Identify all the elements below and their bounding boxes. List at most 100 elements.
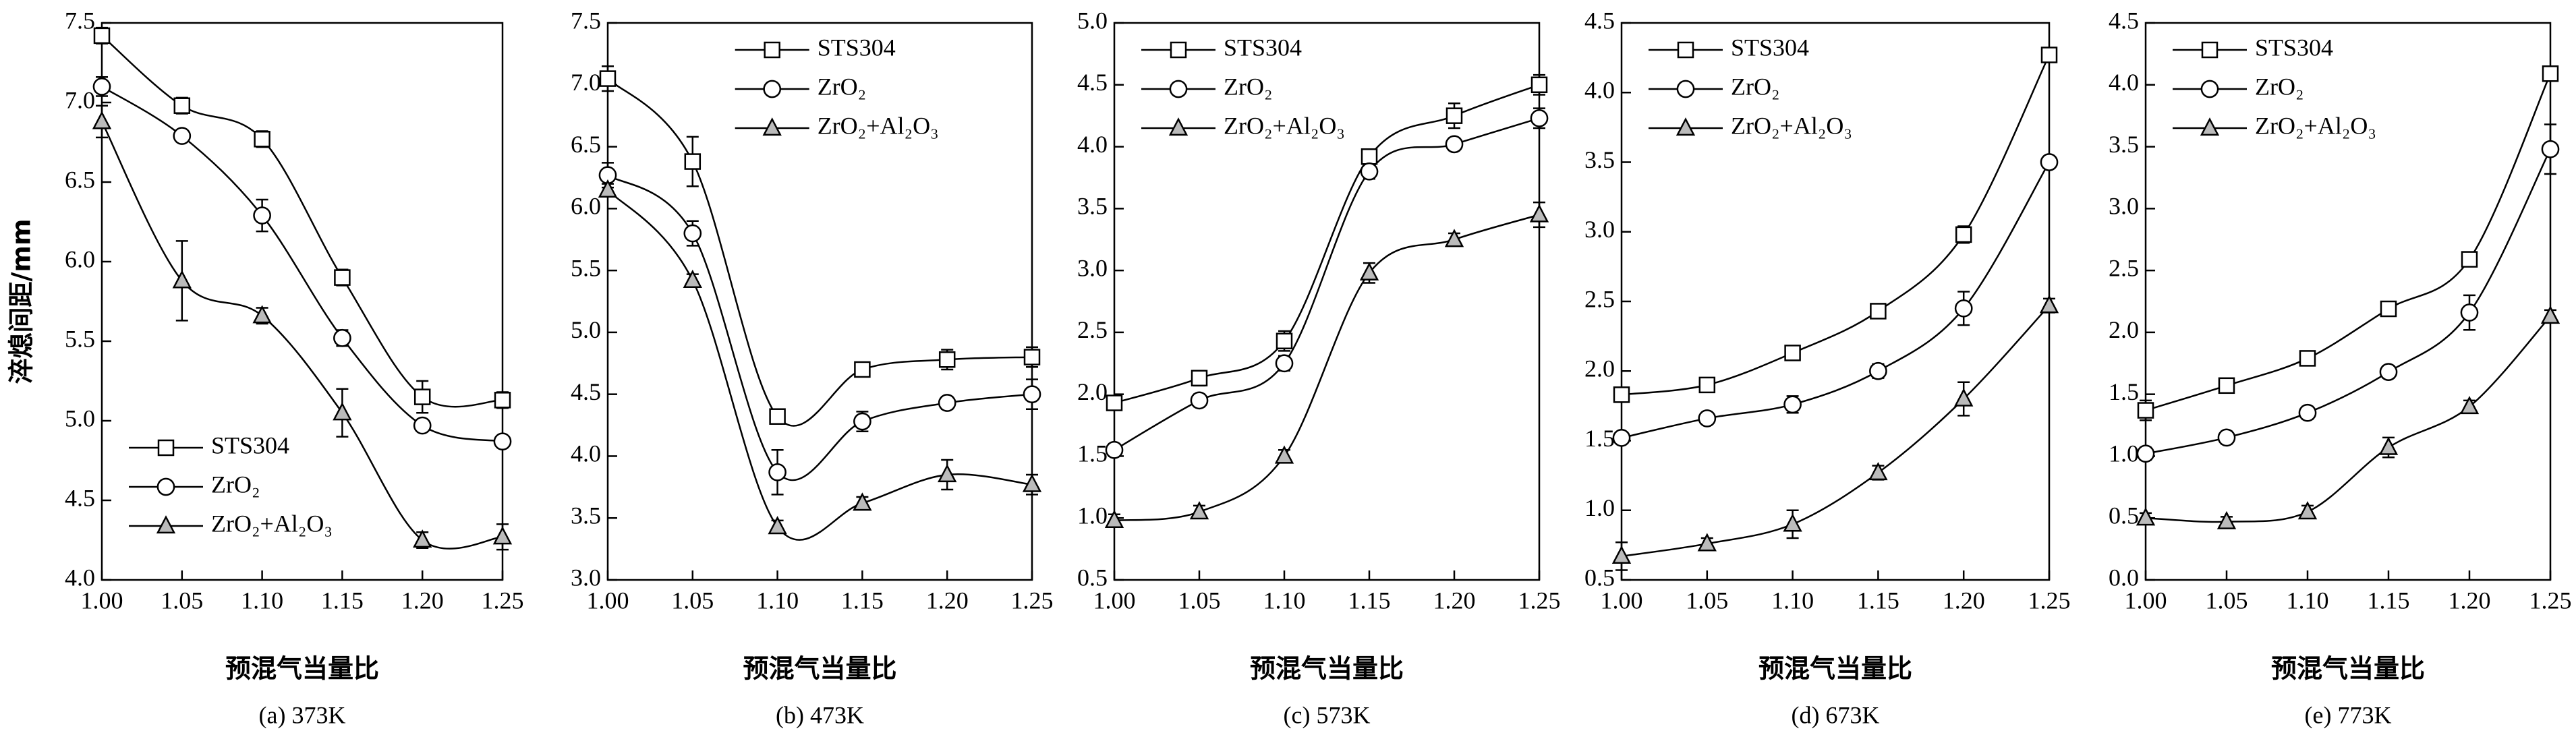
marker [1445, 135, 1464, 154]
series-line [1621, 161, 2051, 439]
marker [334, 269, 351, 286]
legend-label: ZrO₂+Al₂O₃ [1731, 112, 1852, 139]
marker [598, 179, 618, 198]
chart-panel: 0.0 0.5 1.0 1.5 2.0 2.5 3.0 3.5 4.0 4.5 1.00 1.05 1.… [2109, 7, 2572, 728]
x-tick-label: 1.25 [1518, 587, 1561, 614]
legend-label: STS304 [818, 34, 896, 61]
legend-label: ZrO₂ [211, 471, 260, 498]
series-line [607, 189, 1033, 541]
x-tick-label: 1.10 [241, 587, 283, 614]
marker [492, 526, 513, 545]
x-tick-label: 1.10 [2287, 587, 2329, 614]
series-line [607, 174, 1033, 481]
marker [2136, 444, 2155, 463]
legend-marker [1170, 41, 1187, 59]
y-tick-label: 3.0 [571, 564, 601, 591]
y-tick-label: 5.0 [65, 405, 95, 432]
y-tick-label: 5.0 [571, 316, 601, 343]
legend-marker [763, 80, 782, 98]
y-tick-label: 4.0 [2109, 69, 2139, 96]
marker [1022, 473, 1042, 492]
x-axis-label: 预混气当量比 [1250, 654, 1404, 684]
marker [684, 153, 702, 170]
legend-marker [1168, 117, 1189, 136]
marker [92, 111, 112, 129]
y-tick-label: 6.5 [65, 166, 95, 193]
x-tick-label: 1.25 [1011, 587, 1054, 614]
marker [2217, 428, 2236, 447]
marker [769, 408, 786, 425]
plot-frame [606, 22, 1033, 581]
y-tick-label: 3.5 [571, 502, 601, 529]
x-tick-label: 1.25 [482, 587, 524, 614]
plot-frame [1620, 22, 2051, 581]
y-tick-label: 2.0 [1584, 355, 1615, 382]
x-tick-label: 1.20 [401, 587, 444, 614]
y-tick-label: 1.5 [1077, 440, 1108, 467]
x-axis-label: 预混气当量比 [2271, 654, 2425, 684]
y-tick-label: 6.0 [65, 245, 95, 272]
x-tick-label: 1.15 [841, 587, 884, 614]
marker [1869, 361, 1887, 380]
marker [1274, 445, 1294, 464]
marker [1783, 513, 1802, 532]
y-tick-label: 0.5 [1077, 564, 1108, 591]
x-tick-label: 1.15 [1857, 587, 1899, 614]
marker [1529, 204, 1549, 223]
x-tick-label: 1.10 [1771, 587, 1814, 614]
x-axis-label: 预混气当量比 [1758, 654, 1912, 684]
chart-panel: 0.5 1.0 1.5 2.0 2.5 3.0 3.5 4.0 4.5 1.00 1.05 1.10 1… [1584, 7, 2071, 728]
y-tick-label: 1.0 [1077, 502, 1108, 529]
y-tick-label: 3.5 [1077, 193, 1108, 220]
series-line [1621, 54, 2051, 396]
x-tick-label: 1.00 [81, 587, 123, 614]
marker [1611, 546, 1632, 564]
marker [1360, 162, 1379, 181]
legend-marker [764, 41, 780, 59]
legend-marker [2200, 117, 2220, 136]
marker [252, 305, 272, 324]
y-tick-label: 1.5 [2109, 378, 2139, 405]
y-tick-label: 6.0 [571, 193, 601, 220]
marker [2541, 140, 2560, 158]
legend-marker [2201, 41, 2219, 59]
marker [1697, 533, 1717, 552]
y-axis-label: 淬熄间距/mm [7, 218, 36, 384]
y-tick-label: 3.5 [1584, 146, 1615, 173]
x-tick-label: 1.00 [2125, 587, 2167, 614]
marker [1105, 440, 1124, 459]
x-tick-label: 1.10 [1263, 587, 1306, 614]
marker [2299, 350, 2316, 367]
y-tick-label: 4.0 [65, 564, 95, 591]
legend-marker [1676, 80, 1695, 98]
x-tick-label: 1.15 [1348, 587, 1391, 614]
plot-frame [2144, 22, 2552, 581]
x-tick-label: 1.20 [1433, 587, 1476, 614]
legend-marker [156, 515, 176, 534]
marker [1530, 76, 1548, 94]
marker [1613, 386, 1630, 403]
marker [253, 206, 271, 225]
legend-marker [1677, 41, 1694, 59]
marker [1868, 462, 1888, 481]
marker [2380, 300, 2397, 318]
marker [173, 127, 192, 145]
legend-label: STS304 [2255, 34, 2333, 61]
marker [1023, 349, 1041, 365]
marker [1783, 395, 1802, 414]
y-tick-label: 2.5 [1077, 316, 1108, 343]
marker [2136, 507, 2156, 526]
legend-label: ZrO₂ [2255, 73, 2304, 100]
marker [2459, 396, 2480, 415]
y-tick-label: 0.5 [2109, 502, 2139, 529]
marker [333, 402, 352, 421]
y-tick-label: 2.0 [1077, 378, 1108, 405]
y-tick-label: 1.5 [1584, 425, 1615, 452]
marker [854, 361, 871, 378]
legend-label: STS304 [211, 432, 289, 459]
marker [1444, 229, 1464, 247]
marker [1275, 354, 1294, 373]
marker [254, 131, 270, 148]
y-tick-label: 3.0 [2109, 193, 2139, 220]
marker [2040, 153, 2059, 171]
